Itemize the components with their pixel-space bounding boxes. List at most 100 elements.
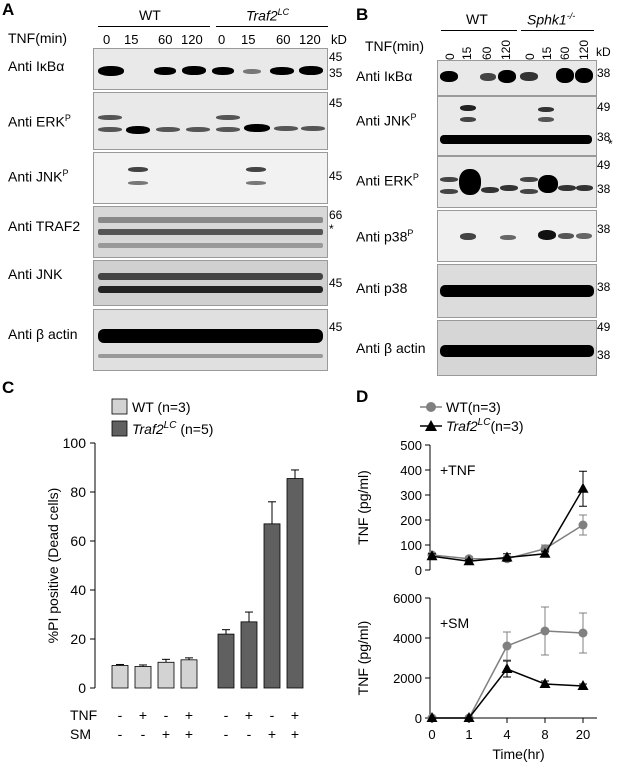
- data-point: [539, 678, 551, 688]
- y-tick-label: 400: [400, 463, 422, 478]
- panel-label-c: C: [2, 378, 15, 397]
- legend-label: WT (n=3): [132, 399, 190, 415]
- time-label: 60: [158, 32, 173, 47]
- data-point: [578, 520, 588, 530]
- blot-row-label: Anti IκBα: [356, 68, 413, 84]
- treatment-sign: -: [270, 707, 275, 723]
- data-point: [501, 663, 513, 673]
- treatment-sign: -: [118, 726, 123, 742]
- y-axis-label: TNF (pg/ml): [355, 621, 371, 696]
- data-point: [502, 641, 512, 651]
- treatment-row-label: SM: [70, 726, 91, 742]
- time-label: 15: [540, 46, 554, 60]
- y-tick-label: 20: [70, 631, 86, 647]
- mw-marker: 38: [597, 222, 611, 236]
- group-label-traf2lc: Traf2LC: [246, 7, 290, 24]
- legend-label: WT(n=3): [446, 399, 501, 415]
- mw-marker: 38: [597, 348, 611, 362]
- panel-label-a: A: [2, 0, 15, 19]
- blot-row-label: Anti ERKP: [8, 113, 71, 130]
- data-point: [539, 547, 551, 558]
- blot-ikba: [437, 60, 597, 96]
- time-label: 15: [460, 46, 474, 60]
- y-tick-label: 80: [70, 484, 86, 500]
- data-point: [540, 626, 550, 636]
- legend-marker: [425, 420, 437, 431]
- panel-c-bar-chart: 0 20 40 60 80 100 %PI positive (Dead cells) WT …: [45, 398, 304, 742]
- treatment-sign: +: [139, 707, 147, 723]
- blot-row-label: Anti ERKP: [356, 172, 419, 189]
- mw-marker: 45: [329, 169, 343, 183]
- tnf-min-label: TNF(min): [365, 38, 425, 54]
- group-label-wt: WT: [466, 11, 488, 27]
- time-label: 120: [299, 32, 321, 47]
- y-tick-label: 100: [63, 435, 87, 451]
- series-line: [431, 488, 584, 563]
- treatment-sign: +: [291, 726, 299, 742]
- y-tick-label: 0: [78, 680, 86, 696]
- panel-label-d: D: [356, 387, 369, 406]
- blot-row-label: Anti TRAF2: [8, 218, 81, 234]
- y-tick-label: 0: [415, 711, 422, 726]
- legend-swatch: [111, 398, 128, 415]
- data-point: [578, 628, 588, 638]
- mw-marker: 38: [597, 280, 611, 294]
- blot-jnk: [93, 260, 328, 306]
- blot-erk-p: [437, 156, 597, 208]
- blot-row-label: Anti β actin: [8, 326, 78, 342]
- time-label: 0: [218, 32, 226, 47]
- time-label: 0: [103, 32, 111, 47]
- y-tick-label: 2000: [393, 671, 422, 686]
- blot-row-label: Anti p38: [356, 280, 408, 296]
- mw-marker: 38: [597, 182, 611, 196]
- bar: [217, 633, 235, 689]
- mw-marker: 49: [597, 320, 611, 334]
- x-axis-label: Time(hr): [492, 746, 544, 762]
- time-label: 120: [499, 39, 513, 60]
- group-label-wt: WT: [139, 7, 161, 23]
- mw-marker: 35: [329, 66, 343, 80]
- data-point: [426, 712, 438, 722]
- blot-p38: [437, 264, 597, 318]
- treatment-sign: -: [224, 707, 229, 723]
- time-label: 120: [577, 39, 591, 60]
- mw-marker: *: [329, 222, 334, 236]
- treatment-sign: -: [247, 726, 252, 742]
- y-tick-label: 200: [400, 513, 422, 528]
- time-label: 0: [443, 53, 457, 60]
- blot-row-label: Anti JNK: [8, 266, 63, 282]
- blot-beta-actin: [437, 320, 597, 376]
- legend-label: Traf2LC (n=5): [132, 420, 213, 437]
- x-tick-label: 8: [541, 727, 548, 742]
- y-tick-label: 300: [400, 488, 422, 503]
- group-underline: [216, 26, 328, 27]
- blot-jnk-p: [437, 96, 597, 156]
- panel-label-b: B: [356, 5, 369, 24]
- treatment-sign: -: [141, 726, 146, 742]
- time-label: 0: [523, 53, 537, 60]
- y-tick-label: 0: [415, 563, 422, 578]
- y-tick-label: 6000: [393, 591, 422, 606]
- group-underline: [98, 26, 210, 27]
- time-label: 15: [241, 32, 256, 47]
- time-label: 60: [276, 32, 291, 47]
- x-tick-label: 1: [465, 727, 472, 742]
- mw-marker: *: [608, 137, 613, 151]
- y-tick-label: 500: [400, 438, 422, 453]
- mw-marker: 45: [329, 50, 343, 64]
- group-label-sphk1: Sphk1-/-: [527, 11, 576, 28]
- bar: [111, 665, 129, 689]
- treatment-sign: +: [268, 726, 276, 742]
- subplot-annotation: +TNF: [440, 462, 475, 478]
- time-label: 120: [181, 32, 203, 47]
- data-point: [463, 712, 475, 722]
- mw-marker: 49: [597, 158, 611, 172]
- treatment-sign: -: [224, 726, 229, 742]
- y-tick-label: 4000: [393, 631, 422, 646]
- data-point: [463, 555, 475, 566]
- group-underline: [521, 30, 594, 31]
- blot-row-label: Anti p38P: [356, 228, 414, 245]
- x-tick-label: 0: [428, 727, 435, 742]
- treatment-row-label: TNF: [70, 707, 97, 723]
